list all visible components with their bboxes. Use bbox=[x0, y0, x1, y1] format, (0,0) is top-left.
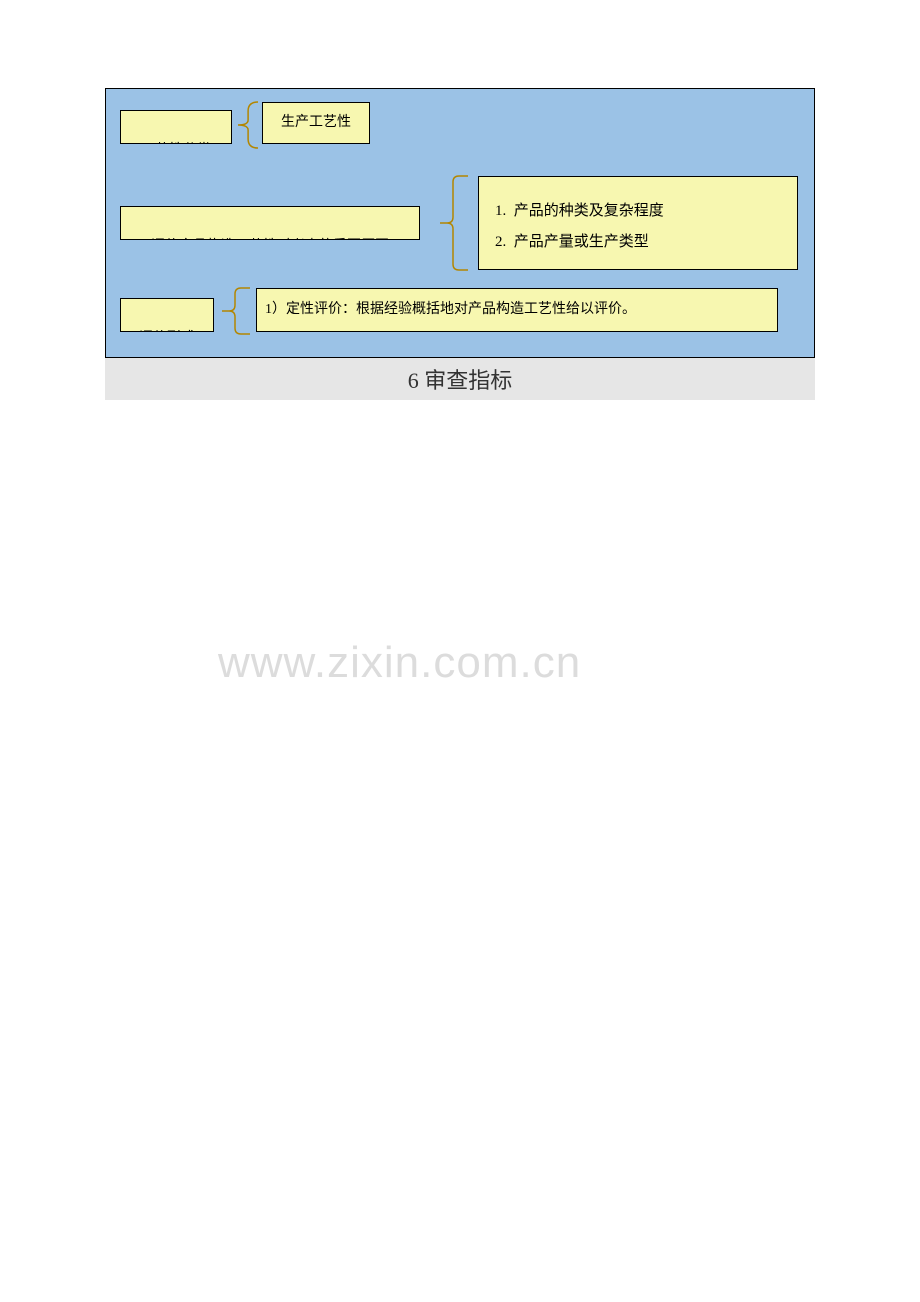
section-title-bar: 6 审查指标 bbox=[105, 358, 815, 400]
bracket-icon bbox=[438, 174, 468, 272]
list-item: 2. 产品产量或生产类型 bbox=[495, 230, 781, 251]
node-label: 1）定性评价：根据经验概括地对产品构造工艺性给以评价。 bbox=[265, 301, 636, 319]
node-evaluation-factors: 评价产品构造工艺性时考虑的重要原因 bbox=[120, 206, 420, 240]
node-label: 生产工艺性 bbox=[281, 114, 351, 132]
watermark-text: www.zixin.com.cn bbox=[218, 638, 581, 688]
node-factor-list: 1. 产品的种类及复杂程度 2. 产品产量或生产类型 bbox=[478, 176, 798, 270]
list-text: 产品的种类及复杂程度 bbox=[514, 203, 664, 219]
bracket-icon bbox=[220, 286, 250, 336]
list-number: 2. bbox=[495, 234, 514, 250]
list-text: 产品产量或生产类型 bbox=[514, 234, 649, 250]
list-number: 1. bbox=[495, 203, 514, 219]
node-classification: 工艺性分类 bbox=[120, 110, 232, 144]
page: 工艺性分类 生产工艺性 评价产品构造工艺性时考虑的重要原因 1. 产品的种类及复… bbox=[0, 0, 920, 1302]
node-production-process: 生产工艺性 bbox=[262, 102, 370, 144]
section-title-text: 6 审查指标 bbox=[408, 363, 513, 395]
list-item: 1. 产品的种类及复杂程度 bbox=[495, 199, 781, 220]
bracket-icon bbox=[236, 100, 258, 150]
node-evaluation-form: 评价形式 bbox=[120, 298, 214, 332]
node-qualitative-eval: 1）定性评价：根据经验概括地对产品构造工艺性给以评价。 bbox=[256, 288, 778, 332]
